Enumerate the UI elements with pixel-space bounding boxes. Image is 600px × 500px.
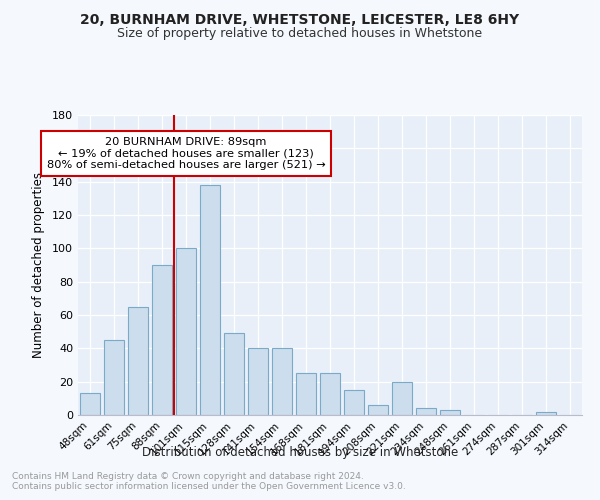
Bar [536,412,556,415]
Bar [80,394,100,415]
Bar [440,410,460,415]
Bar [344,390,364,415]
Bar [248,348,268,415]
Text: 20, BURNHAM DRIVE, WHETSTONE, LEICESTER, LE8 6HY: 20, BURNHAM DRIVE, WHETSTONE, LEICESTER,… [80,12,520,26]
Y-axis label: Number of detached properties: Number of detached properties [32,172,45,358]
Bar [368,405,388,415]
Text: Distribution of detached houses by size in Whetstone: Distribution of detached houses by size … [142,446,458,459]
Text: Contains public sector information licensed under the Open Government Licence v3: Contains public sector information licen… [12,482,406,491]
Bar [152,265,172,415]
Text: Contains HM Land Registry data © Crown copyright and database right 2024.: Contains HM Land Registry data © Crown c… [12,472,364,481]
Bar [200,185,220,415]
Bar [224,334,244,415]
Bar [320,374,340,415]
Bar [296,374,316,415]
Text: Size of property relative to detached houses in Whetstone: Size of property relative to detached ho… [118,28,482,40]
Bar [104,340,124,415]
Bar [176,248,196,415]
Bar [416,408,436,415]
Bar [392,382,412,415]
Bar [128,306,148,415]
Text: 20 BURNHAM DRIVE: 89sqm
← 19% of detached houses are smaller (123)
80% of semi-d: 20 BURNHAM DRIVE: 89sqm ← 19% of detache… [47,136,325,170]
Bar [272,348,292,415]
